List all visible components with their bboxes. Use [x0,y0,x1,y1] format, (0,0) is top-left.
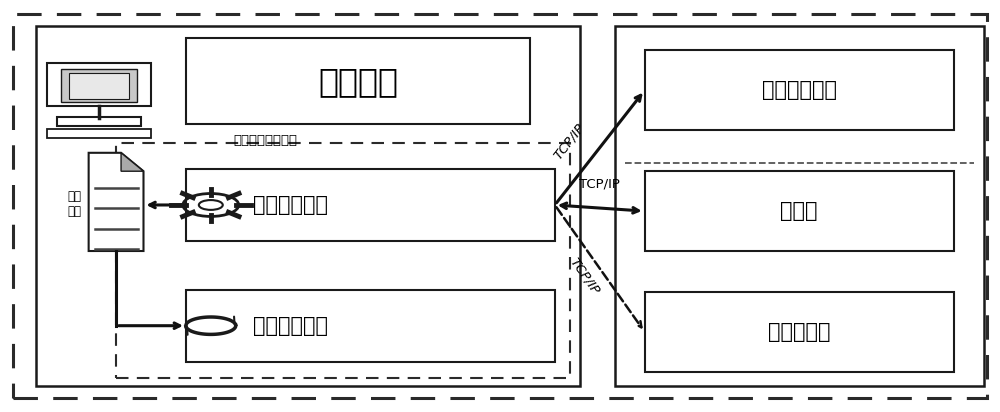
Bar [186,169,555,241]
Bar [47,63,151,106]
Text: 线缆自动校准: 线缆自动校准 [253,195,328,215]
Text: 功率计: 功率计 [780,201,818,221]
Bar [615,26,984,386]
Text: 操作终端: 操作终端 [318,65,398,98]
Text: TCP/IP: TCP/IP [567,255,602,297]
Text: 信号发生器: 信号发生器 [768,322,830,342]
Text: 补偿
数据: 补偿 数据 [67,190,81,218]
Bar [645,171,954,251]
Bar [61,69,137,102]
Bar [645,51,954,130]
Bar [69,73,129,99]
Text: 线缆自动补偿: 线缆自动补偿 [253,316,328,336]
Bar [645,292,954,372]
Polygon shape [121,153,143,171]
Bar [36,26,580,386]
Bar [186,38,530,124]
Polygon shape [89,153,143,251]
Text: TCP/IP: TCP/IP [552,121,588,162]
Text: 综合检测设备: 综合检测设备 [762,80,837,101]
Text: 线缆校准补偿工具: 线缆校准补偿工具 [234,133,298,147]
Bar [47,129,151,138]
Bar [57,117,141,126]
Text: TCP/IP: TCP/IP [579,178,620,191]
Bar [186,290,555,361]
